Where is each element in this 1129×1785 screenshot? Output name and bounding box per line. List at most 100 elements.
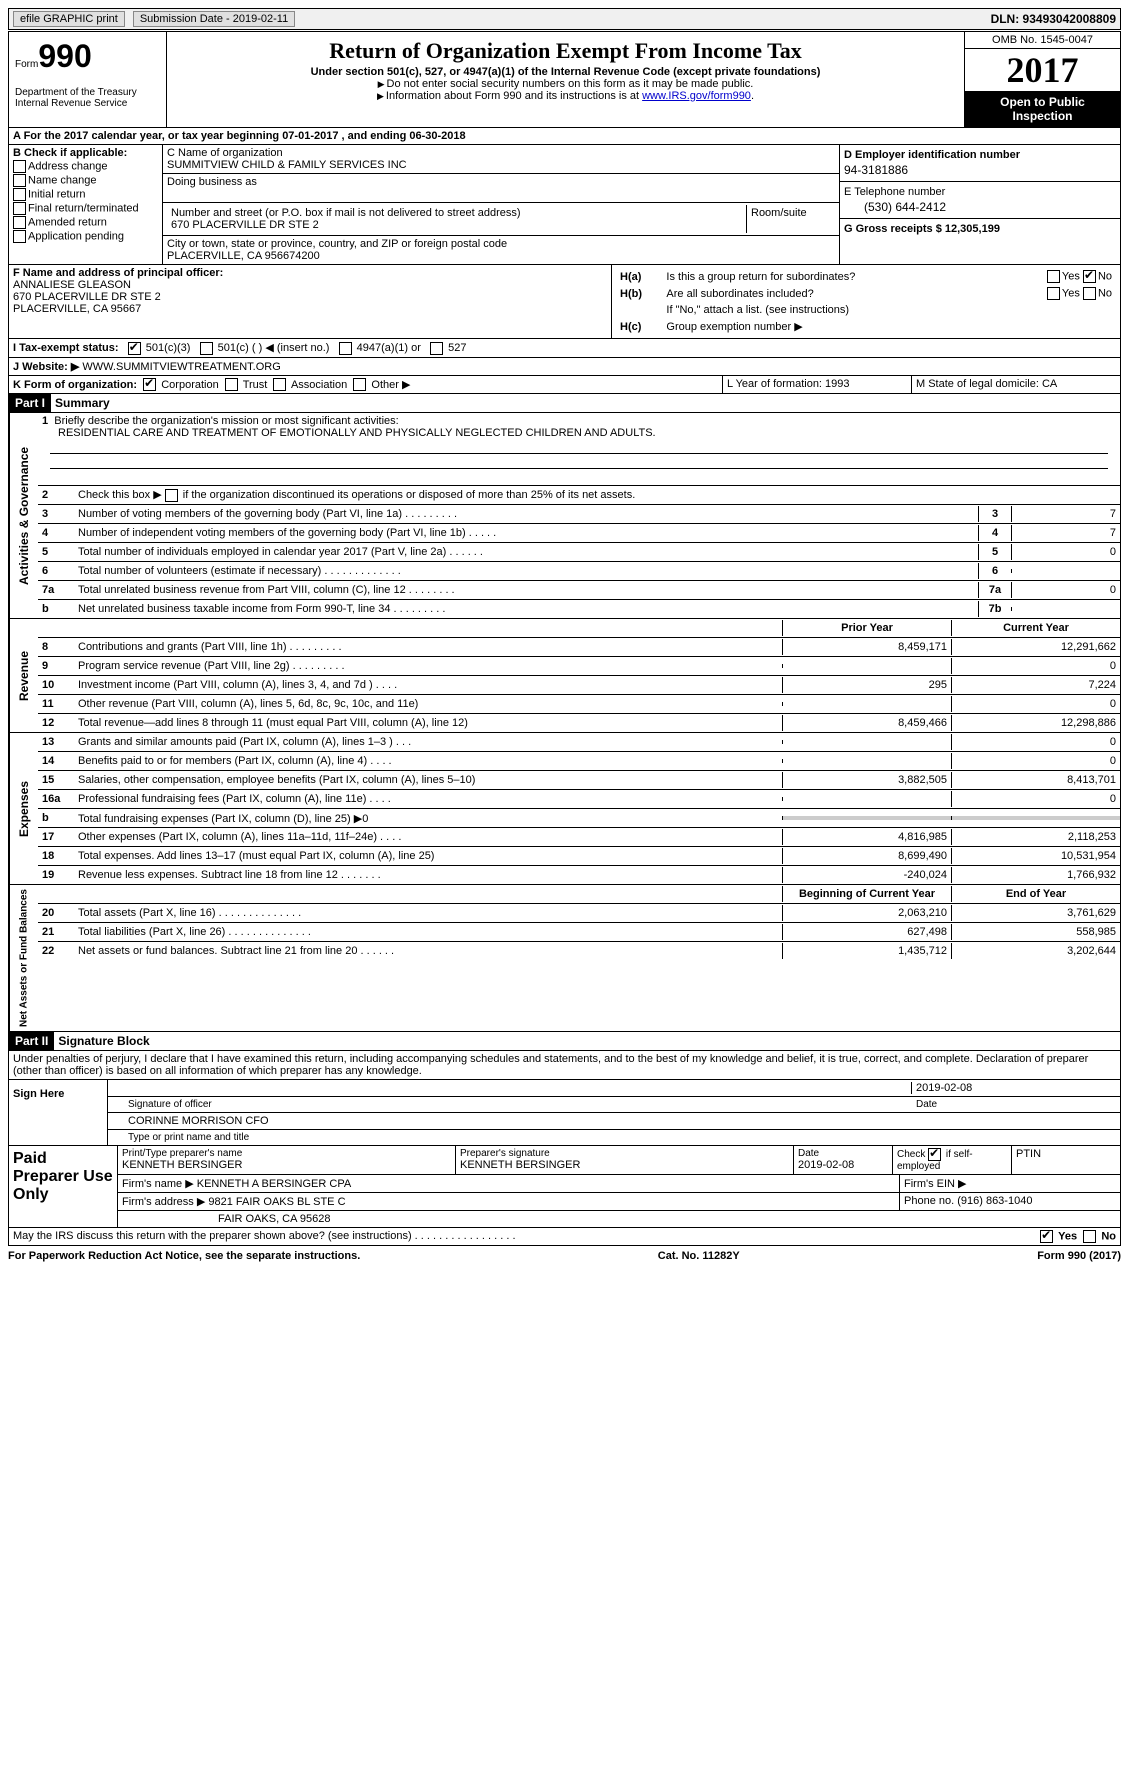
cb-other[interactable] bbox=[353, 378, 366, 391]
sig-officer-label: Signature of officer bbox=[128, 1099, 916, 1110]
cb-527[interactable] bbox=[430, 342, 443, 355]
table-row: 22Net assets or fund balances. Subtract … bbox=[38, 942, 1120, 960]
submission-date: Submission Date - 2019-02-11 bbox=[133, 11, 295, 27]
hb-note: If "No," attach a list. (see instruction… bbox=[664, 303, 1114, 317]
tax-exempt-label: I Tax-exempt status: bbox=[13, 342, 119, 354]
form-ref: Form 990 (2017) bbox=[1037, 1250, 1121, 1262]
table-row: 7aTotal unrelated business revenue from … bbox=[38, 581, 1120, 600]
firm-ein-label: Firm's EIN ▶ bbox=[900, 1175, 1120, 1192]
section-b-label: B Check if applicable: bbox=[13, 147, 158, 159]
title-cell: Return of Organization Exempt From Incom… bbox=[167, 31, 965, 128]
cb-4947[interactable] bbox=[339, 342, 352, 355]
table-row: 5Total number of individuals employed in… bbox=[38, 543, 1120, 562]
line2-text: Check this box ▶ if the organization dis… bbox=[78, 489, 635, 501]
table-row: 10Investment income (Part VIII, column (… bbox=[38, 676, 1120, 695]
website-value: WWW.SUMMITVIEWTREATMENT.ORG bbox=[82, 361, 280, 373]
firm-name: KENNETH A BERSINGER CPA bbox=[197, 1178, 351, 1190]
prep-sig-label: Preparer's signature bbox=[460, 1148, 789, 1159]
cb-discontinued[interactable] bbox=[165, 489, 178, 502]
section-c: C Name of organization SUMMITVIEW CHILD … bbox=[163, 145, 840, 265]
tax-year: 2017 bbox=[965, 49, 1120, 91]
table-row: 9Program service revenue (Part VIII, lin… bbox=[38, 657, 1120, 676]
room-label: Room/suite bbox=[747, 205, 835, 233]
cb-self-emp[interactable] bbox=[928, 1148, 941, 1161]
efile-print-button[interactable]: efile GRAPHIC print bbox=[13, 11, 125, 27]
table-row: 15Salaries, other compensation, employee… bbox=[38, 771, 1120, 790]
table-row: 3Number of voting members of the governi… bbox=[38, 505, 1120, 524]
cb-application-pending[interactable]: Application pending bbox=[13, 230, 158, 243]
prep-name-label: Print/Type preparer's name bbox=[122, 1148, 451, 1159]
ptin-label: PTIN bbox=[1012, 1146, 1120, 1174]
governance-section: Activities & Governance 1 Briefly descri… bbox=[8, 413, 1121, 619]
dln-label: DLN: 93493042008809 bbox=[991, 12, 1116, 26]
row-f-h: F Name and address of principal officer:… bbox=[8, 265, 1121, 339]
form-org-label: K Form of organization: bbox=[13, 379, 137, 391]
cb-corp[interactable] bbox=[143, 378, 156, 391]
form-title: Return of Organization Exempt From Incom… bbox=[171, 38, 960, 64]
table-row: 19Revenue less expenses. Subtract line 1… bbox=[38, 866, 1120, 884]
section-l: L Year of formation: 1993 bbox=[723, 376, 912, 395]
irs-link[interactable]: www.IRS.gov/form990 bbox=[642, 90, 751, 102]
efile-header: efile GRAPHIC print Submission Date - 20… bbox=[8, 8, 1121, 30]
addr-label: Number and street (or P.O. box if mail i… bbox=[171, 207, 742, 219]
form-subtitle: Under section 501(c), 527, or 4947(a)(1)… bbox=[171, 66, 960, 78]
hc-text: Group exemption number ▶ bbox=[664, 319, 1114, 334]
cb-amended-return[interactable]: Amended return bbox=[13, 216, 158, 229]
section-a: A For the 2017 calendar year, or tax yea… bbox=[8, 128, 1121, 145]
begin-year-header: Beginning of Current Year bbox=[782, 886, 951, 902]
self-emp-cell: Check if self-employed bbox=[893, 1146, 1012, 1174]
part2-header: Part II bbox=[9, 1032, 54, 1050]
firm-addr-label: Firm's address ▶ bbox=[122, 1196, 205, 1208]
paid-preparer-label: Paid Preparer Use Only bbox=[9, 1146, 118, 1227]
footer-row: For Paperwork Reduction Act Notice, see … bbox=[8, 1246, 1121, 1266]
section-b: B Check if applicable: Address change Na… bbox=[8, 145, 163, 265]
section-f: F Name and address of principal officer:… bbox=[8, 265, 612, 339]
end-year-header: End of Year bbox=[951, 886, 1120, 902]
cb-discuss-no[interactable] bbox=[1083, 1230, 1096, 1243]
cb-assoc[interactable] bbox=[273, 378, 286, 391]
preparer-section: Paid Preparer Use Only Print/Type prepar… bbox=[8, 1146, 1121, 1228]
cb-final-return[interactable]: Final return/terminated bbox=[13, 202, 158, 215]
row-klm: K Form of organization: Corporation Trus… bbox=[8, 376, 1121, 395]
phone-value: (530) 644-2412 bbox=[844, 200, 1116, 214]
cb-501c3[interactable] bbox=[128, 342, 141, 355]
cb-initial-return[interactable]: Initial return bbox=[13, 188, 158, 201]
netassets-vlabel: Net Assets or Fund Balances bbox=[9, 885, 38, 1031]
prep-name: KENNETH BERSINGER bbox=[122, 1159, 451, 1171]
officer-name: CORINNE MORRISON CFO bbox=[128, 1115, 269, 1127]
cb-501c[interactable] bbox=[200, 342, 213, 355]
table-row: 6Total number of volunteers (estimate if… bbox=[38, 562, 1120, 581]
omb-number: OMB No. 1545-0047 bbox=[965, 32, 1120, 49]
cb-name-change[interactable]: Name change bbox=[13, 174, 158, 187]
penalty-text: Under penalties of perjury, I declare th… bbox=[9, 1051, 1120, 1080]
hb-text: Are all subordinates included? bbox=[664, 286, 994, 301]
part1-header: Part I bbox=[9, 394, 51, 412]
form-header-row: Form990 Department of the Treasury Inter… bbox=[8, 31, 1121, 128]
addr-value: 670 PLACERVILLE DR STE 2 bbox=[171, 219, 742, 231]
org-name: SUMMITVIEW CHILD & FAMILY SERVICES INC bbox=[167, 159, 835, 171]
line1-value: RESIDENTIAL CARE AND TREATMENT OF EMOTIO… bbox=[42, 427, 1116, 439]
main-info-grid: B Check if applicable: Address change Na… bbox=[8, 145, 1121, 265]
officer-label: F Name and address of principal officer: bbox=[13, 267, 223, 279]
section-m: M State of legal domicile: CA bbox=[912, 376, 1121, 395]
cb-address-change[interactable]: Address change bbox=[13, 160, 158, 173]
form-number-cell: Form990 Department of the Treasury Inter… bbox=[8, 31, 167, 128]
discuss-row: May the IRS discuss this return with the… bbox=[8, 1228, 1121, 1246]
table-row: bTotal fundraising expenses (Part IX, co… bbox=[38, 809, 1120, 828]
cb-trust[interactable] bbox=[225, 378, 238, 391]
sig-date: 2019-02-08 bbox=[912, 1082, 1116, 1094]
ha-text: Is this a group return for subordinates? bbox=[664, 269, 994, 284]
table-row: 4Number of independent voting members of… bbox=[38, 524, 1120, 543]
cat-no: Cat. No. 11282Y bbox=[658, 1250, 740, 1262]
website-label: J Website: ▶ bbox=[13, 361, 79, 373]
note-ssn: Do not enter social security numbers on … bbox=[387, 78, 754, 90]
table-row: 8Contributions and grants (Part VIII, li… bbox=[38, 638, 1120, 657]
expenses-vlabel: Expenses bbox=[9, 733, 38, 884]
cb-discuss-yes[interactable] bbox=[1040, 1230, 1053, 1243]
table-row: 17Other expenses (Part IX, column (A), l… bbox=[38, 828, 1120, 847]
table-row: 13Grants and similar amounts paid (Part … bbox=[38, 733, 1120, 752]
dba-label: Doing business as bbox=[167, 176, 835, 188]
date-label: Date bbox=[916, 1099, 1116, 1110]
org-name-label: C Name of organization bbox=[167, 147, 835, 159]
dba-value bbox=[167, 188, 835, 200]
